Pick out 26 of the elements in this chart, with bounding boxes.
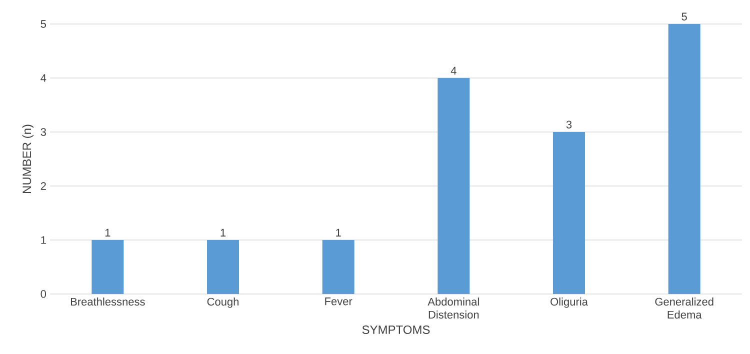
- data-label: 5: [682, 12, 687, 20]
- data-label: 1: [220, 228, 226, 236]
- x-tick-label: Oliguria: [550, 298, 588, 308]
- bar: [438, 78, 470, 294]
- y-tick-label: 0: [40, 290, 46, 298]
- bar: [207, 240, 239, 294]
- y-tick-label: 3: [40, 128, 46, 136]
- x-tick-label: Generalized Edema: [655, 298, 714, 319]
- x-tick-label: Breathlessness: [70, 298, 145, 306]
- data-label: 1: [336, 228, 341, 236]
- y-axis-title: NUMBER (n): [22, 124, 34, 194]
- y-tick-label: 5: [40, 20, 46, 28]
- data-label: 1: [105, 228, 110, 236]
- x-axis-title: SYMPTOMS: [362, 325, 430, 334]
- bar: [92, 240, 124, 294]
- x-tick-label: Abdominal Distension: [428, 298, 479, 319]
- bar: [552, 132, 585, 294]
- y-tick-label: 1: [41, 236, 46, 244]
- bar: [322, 240, 354, 294]
- x-tick-label: Cough: [207, 298, 238, 308]
- y-tick-label: 2: [40, 182, 46, 190]
- data-label: 3: [566, 120, 572, 128]
- y-tick-label: 4: [40, 74, 46, 82]
- data-label: 4: [450, 66, 456, 74]
- bar: [668, 24, 700, 294]
- x-tick-label: Fever: [325, 298, 352, 306]
